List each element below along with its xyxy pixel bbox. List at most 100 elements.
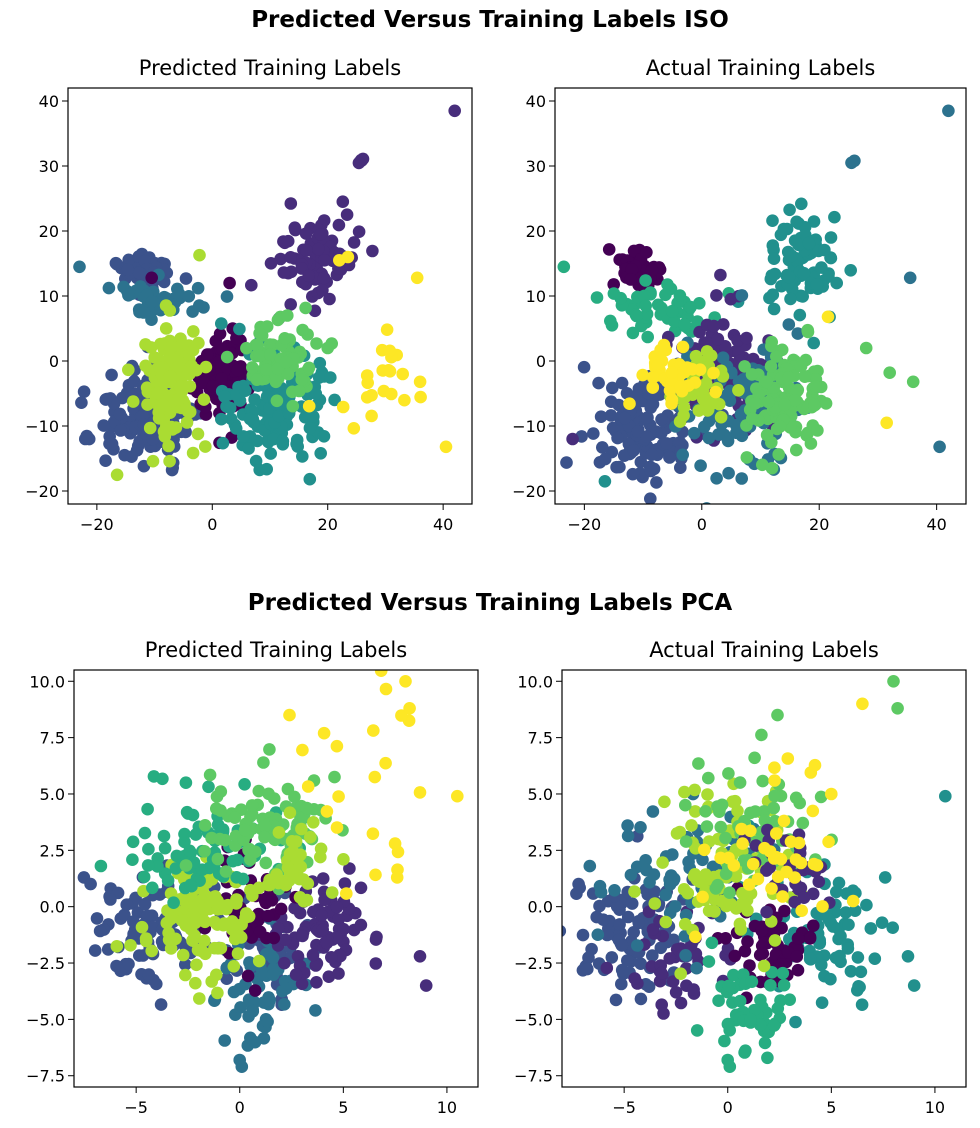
x-tick-label: −20 bbox=[80, 515, 114, 534]
scatter-point bbox=[259, 856, 273, 870]
scatter-point bbox=[860, 898, 873, 912]
scatter-point bbox=[625, 263, 639, 276]
scatter-point bbox=[768, 814, 782, 828]
scatter-point bbox=[283, 847, 297, 861]
scatter-point bbox=[648, 885, 661, 898]
scatter-point bbox=[296, 450, 309, 463]
scatter-point bbox=[772, 448, 785, 461]
scatter-point bbox=[161, 874, 175, 887]
scatter-point bbox=[301, 780, 315, 793]
scatter-point bbox=[201, 348, 214, 361]
scatter-point bbox=[647, 868, 661, 881]
scatter-point bbox=[154, 998, 168, 1011]
scatter-point bbox=[594, 885, 608, 899]
scatter-point bbox=[300, 801, 314, 815]
scatter-point bbox=[656, 303, 669, 317]
scatter-point bbox=[184, 878, 197, 892]
scatter-point bbox=[399, 675, 412, 688]
scatter-point bbox=[591, 928, 605, 941]
scatter-point bbox=[842, 918, 855, 931]
scatter-point bbox=[822, 835, 835, 849]
scatter-point bbox=[808, 758, 822, 772]
scatter-point bbox=[701, 788, 714, 801]
x-tick-label: −20 bbox=[567, 515, 601, 534]
scatter-point bbox=[679, 798, 692, 812]
scatter-point bbox=[659, 288, 672, 302]
scatter-point bbox=[712, 428, 725, 441]
y-tick-label: 0 bbox=[49, 352, 59, 371]
scatter-point bbox=[639, 299, 652, 313]
scatter-point bbox=[93, 924, 107, 938]
scatter-point bbox=[238, 823, 252, 837]
x-tick-label: −5 bbox=[124, 1098, 148, 1117]
scatter-point bbox=[250, 373, 264, 387]
scatter-point bbox=[628, 972, 642, 985]
scatter-point bbox=[262, 991, 275, 1004]
scatter-point bbox=[126, 853, 139, 866]
scatter-point bbox=[419, 979, 433, 992]
scatter-point bbox=[855, 998, 869, 1011]
y-tick-label: 10 bbox=[39, 287, 59, 306]
scatter-point bbox=[797, 266, 811, 280]
scatter-point bbox=[245, 799, 259, 812]
scatter-point bbox=[146, 881, 159, 895]
scatter-points bbox=[73, 104, 462, 486]
scatter-point bbox=[260, 462, 274, 476]
scatter-point bbox=[178, 827, 191, 841]
scatter-point bbox=[572, 877, 585, 891]
scatter-point bbox=[768, 267, 782, 281]
scatter-point bbox=[162, 933, 176, 947]
scatter-point bbox=[73, 260, 86, 274]
scatter-point bbox=[747, 1003, 761, 1017]
scatter-point bbox=[618, 411, 631, 425]
x-tick-label: 0 bbox=[207, 515, 217, 534]
scatter-point bbox=[265, 894, 279, 907]
scatter-point bbox=[244, 1031, 257, 1045]
scatter-point bbox=[366, 244, 379, 258]
x-tick-label: −5 bbox=[612, 1098, 636, 1117]
scatter-point bbox=[722, 979, 736, 993]
scatter-point bbox=[808, 399, 821, 412]
scatter-point bbox=[230, 871, 243, 884]
scatter-point bbox=[278, 332, 292, 345]
scatter-point bbox=[646, 949, 659, 962]
scatter-point bbox=[600, 928, 614, 942]
x-tick-label: 20 bbox=[318, 515, 338, 534]
scatter-point bbox=[205, 975, 218, 988]
scatter-point bbox=[618, 449, 631, 462]
scatter-point bbox=[755, 728, 768, 742]
scatter-point bbox=[795, 197, 808, 211]
scatter-point bbox=[88, 944, 102, 957]
scatter-point bbox=[135, 920, 149, 934]
scatter-point bbox=[189, 916, 203, 929]
scatter-point bbox=[582, 951, 595, 964]
scatter-point bbox=[374, 670, 388, 677]
scatter-point bbox=[162, 439, 175, 453]
scatter-point bbox=[756, 774, 769, 788]
scatter-point bbox=[839, 906, 853, 919]
scatter-point bbox=[768, 934, 782, 947]
scatter-point bbox=[744, 1013, 757, 1026]
scatter-point bbox=[151, 860, 164, 873]
scatter-point bbox=[767, 252, 781, 265]
scatter-point bbox=[253, 349, 266, 363]
scatter-point bbox=[188, 363, 202, 377]
y-tick-label: 5.0 bbox=[528, 785, 553, 804]
scatter-point bbox=[791, 932, 805, 945]
scatter-point bbox=[815, 996, 829, 1009]
scatter-point bbox=[379, 756, 392, 770]
scatter-point bbox=[673, 415, 687, 428]
scatter-point bbox=[316, 923, 330, 937]
scatter-point bbox=[227, 960, 241, 973]
scatter-point bbox=[841, 942, 855, 955]
scatter-point bbox=[648, 897, 662, 910]
scatter-point bbox=[215, 317, 228, 330]
scatter-point bbox=[243, 956, 256, 969]
scatter-point bbox=[413, 950, 427, 963]
scatter-point bbox=[765, 461, 779, 475]
scatter-point bbox=[639, 274, 652, 287]
scatter-point bbox=[766, 214, 779, 227]
scatter-point bbox=[127, 927, 140, 941]
scatter-point bbox=[145, 313, 158, 327]
scatter-point bbox=[199, 360, 213, 374]
